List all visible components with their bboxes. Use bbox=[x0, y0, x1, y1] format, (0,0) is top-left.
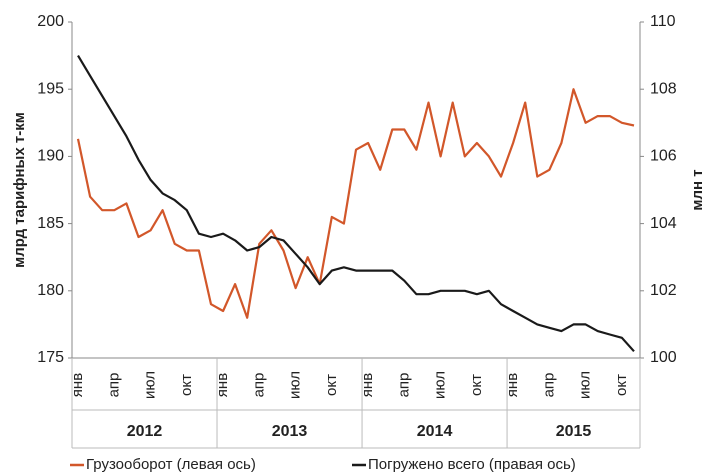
x-tick-label: янв bbox=[69, 373, 86, 397]
series-line bbox=[76, 88, 635, 319]
y2-tick-label: 108 bbox=[650, 80, 677, 97]
x-tick-label: окт bbox=[178, 374, 195, 396]
y-axis-label: млрд тарифных т-км bbox=[11, 112, 28, 268]
y-tick-label: 190 bbox=[37, 148, 64, 165]
x-tick-label: апр bbox=[540, 373, 557, 398]
x-tick-label: янв bbox=[214, 373, 231, 397]
legend-label: Грузооборот (левая ось) bbox=[86, 456, 256, 473]
x-tick-label: июл bbox=[577, 371, 594, 399]
legend-label: Погружено всего (правая ось) bbox=[368, 456, 576, 473]
x-tick-label: окт bbox=[323, 374, 340, 396]
x-tick-label: июл bbox=[142, 371, 159, 399]
series-line bbox=[77, 55, 635, 353]
x-tick-label: янв bbox=[359, 373, 376, 397]
y2-tick-label: 104 bbox=[650, 215, 677, 232]
x-tick-label: апр bbox=[395, 373, 412, 398]
y-tick-label: 180 bbox=[37, 282, 64, 299]
x-tick-label: янв bbox=[504, 373, 521, 397]
y2-tick-label: 106 bbox=[650, 148, 677, 165]
x-tick-label: июл bbox=[432, 371, 449, 399]
year-label: 2015 bbox=[556, 423, 592, 440]
x-tick-label: апр bbox=[105, 373, 122, 398]
y2-tick-label: 110 bbox=[650, 13, 676, 30]
y2-axis-label: млн т bbox=[689, 169, 706, 210]
y2-tick-label: 102 bbox=[650, 282, 677, 299]
x-tick-label: июл bbox=[287, 371, 304, 399]
y-tick-label: 185 bbox=[37, 215, 64, 232]
year-label: 2012 bbox=[127, 423, 163, 440]
x-tick-label: окт bbox=[613, 374, 630, 396]
y-tick-label: 200 bbox=[37, 13, 64, 30]
y-tick-label: 175 bbox=[37, 349, 64, 366]
y2-tick-label: 100 bbox=[650, 349, 677, 366]
y-tick-label: 195 bbox=[37, 80, 64, 97]
x-tick-label: окт bbox=[468, 374, 485, 396]
x-tick-label: апр bbox=[250, 373, 267, 398]
year-label: 2013 bbox=[272, 423, 308, 440]
year-label: 2014 bbox=[417, 423, 453, 440]
